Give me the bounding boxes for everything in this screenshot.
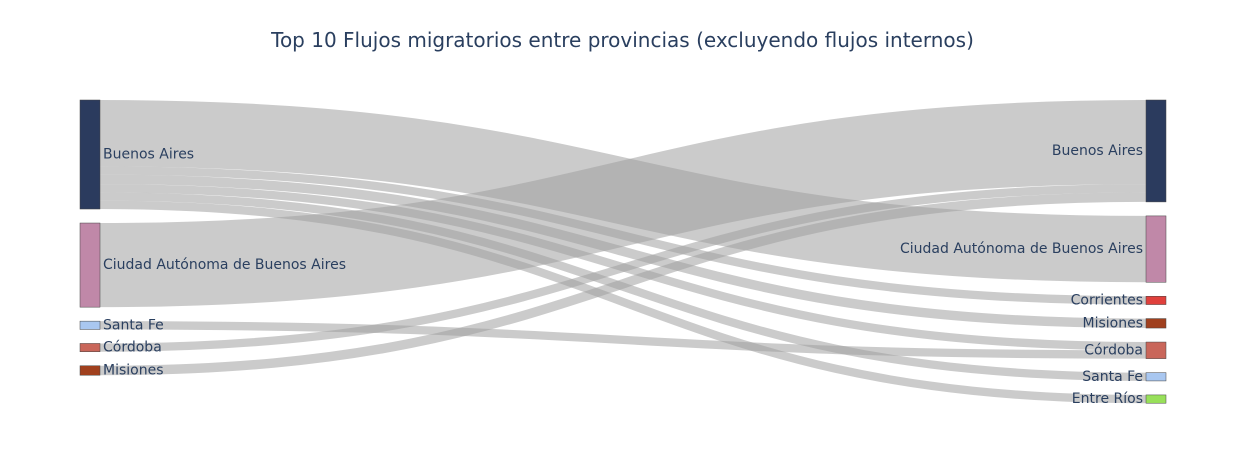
label-target-cordoba: Córdoba bbox=[1084, 342, 1143, 358]
chart-title: Top 10 Flujos migratorios entre provinci… bbox=[271, 28, 974, 52]
node-source-santa-fe bbox=[79, 320, 101, 330]
node-target-entre-rios bbox=[1145, 394, 1167, 404]
link-group bbox=[99, 100, 1147, 404]
label-target-buenos-aires: Buenos Aires bbox=[1052, 143, 1143, 159]
label-target-misiones: Misiones bbox=[1083, 315, 1144, 331]
node-group bbox=[79, 99, 1167, 404]
label-group: Buenos Aires Ciudad Autónoma de Buenos Ai… bbox=[103, 143, 1143, 407]
link-buenos-aires-to-misiones bbox=[99, 174, 1147, 329]
node-source-misiones bbox=[79, 365, 101, 376]
label-target-entre-rios: Entre Ríos bbox=[1072, 391, 1143, 407]
node-source-buenos-aires bbox=[79, 99, 101, 210]
label-source-misiones: Misiones bbox=[103, 362, 164, 378]
node-source-ciudad-autonoma-de-buenos-aires bbox=[79, 222, 101, 308]
link-misiones-to-buenos-aires bbox=[99, 192, 1147, 376]
node-target-corrientes bbox=[1145, 296, 1167, 305]
label-source-cordoba: Córdoba bbox=[103, 340, 162, 356]
label-source-buenos-aires: Buenos Aires bbox=[103, 147, 194, 163]
label-source-ciudad-autonoma-de-buenos-aires: Ciudad Autónoma de Buenos Aires bbox=[103, 257, 346, 273]
node-target-ciudad-autonoma-de-buenos-aires bbox=[1145, 215, 1167, 283]
label-source-santa-fe: Santa Fe bbox=[103, 317, 164, 333]
link-cordoba-to-buenos-aires bbox=[99, 184, 1147, 352]
link-santa-fe-to-cordoba bbox=[99, 321, 1147, 359]
node-target-santa-fe bbox=[1145, 372, 1167, 382]
label-target-santa-fe: Santa Fe bbox=[1082, 369, 1143, 385]
node-source-cordoba bbox=[79, 343, 101, 352]
node-target-cordoba bbox=[1145, 341, 1167, 359]
label-target-ciudad-autonoma-de-buenos-aires: Ciudad Autónoma de Buenos Aires bbox=[900, 241, 1143, 257]
node-target-misiones bbox=[1145, 318, 1167, 329]
label-target-corrientes: Corrientes bbox=[1071, 292, 1143, 308]
link-ciudad-autonoma-de-buenos-aires-to-buenos-aires bbox=[99, 100, 1147, 308]
node-target-buenos-aires bbox=[1145, 99, 1167, 203]
